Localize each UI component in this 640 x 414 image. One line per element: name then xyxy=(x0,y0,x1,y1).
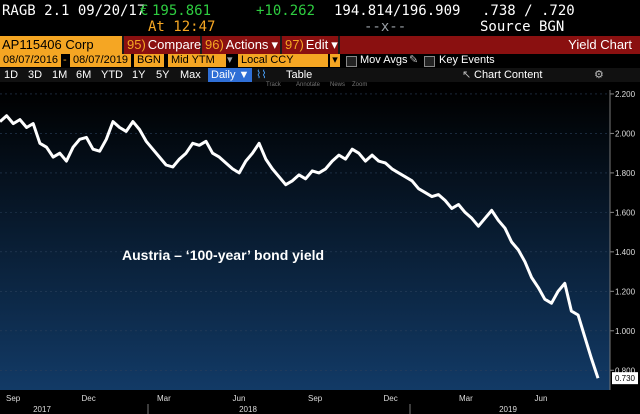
actions-number: 96) xyxy=(205,37,224,52)
actions-label: Actions xyxy=(225,37,269,52)
chart-mini-toolbar: Track Annotate News Zoom xyxy=(0,82,640,90)
x-tick-label: Dec xyxy=(384,394,398,403)
track-tool[interactable]: Track xyxy=(266,82,281,88)
currency-field[interactable]: Local CCY xyxy=(238,54,328,67)
range-1y[interactable]: 1Y xyxy=(132,69,146,81)
x-tick-label: Jun xyxy=(233,394,246,403)
actions-button[interactable]: 96) Actions ▾ xyxy=(202,36,280,54)
settings-gear-icon[interactable]: ⚙ xyxy=(594,69,604,81)
quote-row-2: At 12:47 --x-- Source BGN xyxy=(0,18,640,36)
x-tick-label: Jun xyxy=(535,394,548,403)
x-year-label: 2018 xyxy=(239,405,257,414)
currency-dropdown-icon[interactable]: ▾ xyxy=(330,54,340,67)
yield-chart[interactable]: 2.200 2.000 1.800 1.600 1.400 1.200 1.000 0.800… xyxy=(0,82,640,414)
y-tick-label: 0.800 xyxy=(615,366,636,375)
range-3d[interactable]: 3D xyxy=(28,69,43,81)
y-tick-label: 1.400 xyxy=(615,248,636,257)
yield-field-dropdown-icon[interactable]: ▾ xyxy=(227,54,233,66)
quote-row: RAGB 2.1 09/20/17 € 195.861 +10.262 194.… xyxy=(0,0,640,22)
annotate-tool[interactable]: Annotate xyxy=(296,82,321,88)
pricing-source-field[interactable]: BGN xyxy=(134,54,164,67)
y-tick-label: 1.600 xyxy=(615,208,636,217)
y-tick-label: 2.000 xyxy=(615,129,636,138)
plot-area xyxy=(0,90,610,390)
start-date-field[interactable]: 08/07/2016 xyxy=(0,54,62,67)
x-tick-label: Dec xyxy=(82,394,96,403)
last-value-box xyxy=(612,372,638,385)
yield-pair: .738 / .720 xyxy=(482,3,575,19)
key-events-checkbox[interactable] xyxy=(424,56,435,67)
quote-source: Source BGN xyxy=(480,19,565,35)
range-bar: 1D 3D 1M 6M YTD 1Y 5Y Max Daily ▼ ⌇⌇ Tab… xyxy=(0,68,640,82)
range-max[interactable]: Max xyxy=(180,69,201,81)
y-tick-label: 2.200 xyxy=(615,90,636,99)
security-field[interactable]: AP115406 Corp xyxy=(0,36,122,54)
x-year-label: 2017 xyxy=(33,405,51,414)
end-date-field[interactable]: 08/07/2019 xyxy=(70,54,132,67)
yield-series-line xyxy=(0,114,600,379)
edit-dropdown-icon: ▾ xyxy=(331,37,338,52)
compare-label: Compare xyxy=(147,37,202,52)
edit-number: 97) xyxy=(285,37,304,52)
chart-content-button[interactable]: Chart Content xyxy=(474,69,543,81)
chart-annotation: Austria – ‘100-year’ bond yield xyxy=(122,247,324,263)
compare-number: 95) xyxy=(127,37,146,52)
bid-ask: 194.814/196.909 xyxy=(334,3,461,19)
range-1m[interactable]: 1M xyxy=(52,69,68,81)
pencil-icon[interactable]: ✎ xyxy=(409,54,419,66)
chart-content-icon[interactable]: ↖ xyxy=(462,69,472,81)
x-tick-label: Sep xyxy=(308,394,323,403)
compare-button[interactable]: 95) Compare xyxy=(124,36,202,54)
edit-label: Edit xyxy=(305,37,329,52)
last-value-label: 0.730 xyxy=(615,374,636,383)
table-button[interactable]: Table xyxy=(286,69,313,81)
yield-field[interactable]: Mid YTM xyxy=(168,54,226,67)
range-1d[interactable]: 1D xyxy=(4,69,19,81)
x-axis: Sep Dec Mar Jun Sep Dec Mar Jun 2017 2018 2019 xyxy=(6,394,547,414)
edit-button[interactable]: 97) Edit ▾ xyxy=(282,36,338,54)
date-separator: - xyxy=(63,54,67,66)
y-tick-label: 1.800 xyxy=(615,169,636,178)
quote-dashes: --x-- xyxy=(364,19,407,35)
x-tick-label: Sep xyxy=(6,394,21,403)
frequency-select[interactable]: Daily ▼ xyxy=(208,68,253,82)
zoom-tool[interactable]: Zoom xyxy=(352,82,368,88)
x-year-label: 2019 xyxy=(499,405,517,414)
last-price: 195.861 xyxy=(152,3,212,19)
mov-avgs-label: Mov Avgs xyxy=(360,54,408,66)
key-events-label: Key Events xyxy=(439,54,495,66)
range-ytd[interactable]: YTD xyxy=(101,69,123,81)
ticker[interactable]: RAGB 2.1 09/20/17 xyxy=(2,3,146,19)
frequency-label: Daily xyxy=(211,69,236,81)
gridlines xyxy=(0,93,610,371)
frequency-dropdown-icon: ▼ xyxy=(238,69,250,81)
news-tool[interactable]: News xyxy=(330,82,346,88)
range-5y[interactable]: 5Y xyxy=(156,69,170,81)
x-tick-label: Mar xyxy=(459,394,473,403)
range-6m[interactable]: 6M xyxy=(76,69,92,81)
actions-dropdown-icon: ▾ xyxy=(271,37,278,52)
y-axis: 2.200 2.000 1.800 1.600 1.400 1.200 1.000 0.800 xyxy=(609,90,636,390)
line-chart-icon[interactable]: ⌇⌇ xyxy=(256,69,267,81)
mov-avgs-checkbox[interactable] xyxy=(346,56,357,67)
yield-chart-title: Yield Chart xyxy=(340,36,640,54)
x-tick-label: Mar xyxy=(157,394,171,403)
y-tick-label: 1.200 xyxy=(615,287,636,296)
function-toolbar: AP115406 Corp 95) Compare 96) Actions ▾ 97)… xyxy=(0,36,640,54)
currency-mark: € xyxy=(140,3,149,19)
price-change: +10.262 xyxy=(256,3,316,19)
quote-time: At 12:47 xyxy=(148,19,216,35)
y-tick-label: 1.000 xyxy=(615,327,636,336)
chart-controls: 08/07/2016 - 08/07/2019 BGN Mid YTM ▾ Lo… xyxy=(0,54,640,68)
